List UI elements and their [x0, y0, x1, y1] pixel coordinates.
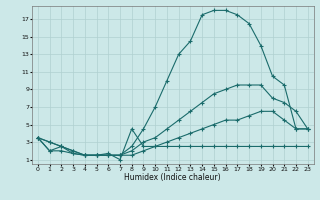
X-axis label: Humidex (Indice chaleur): Humidex (Indice chaleur) [124, 173, 221, 182]
